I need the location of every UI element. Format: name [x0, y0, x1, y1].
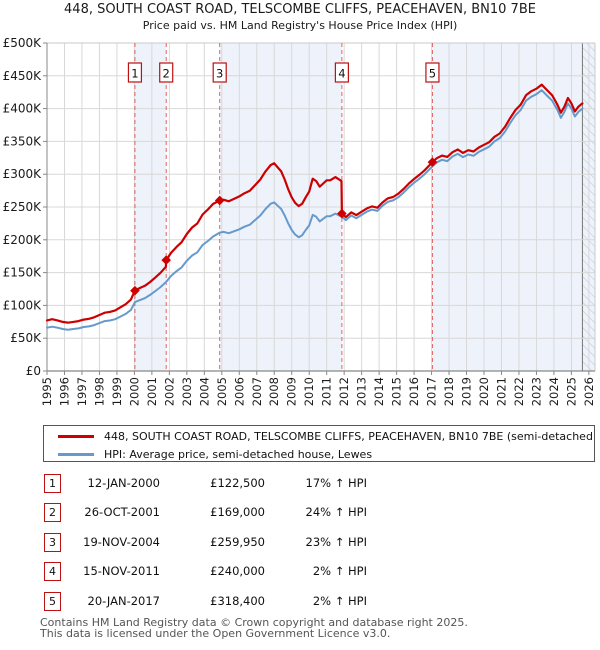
- sale-flag-box: [159, 62, 174, 83]
- x-tick-label: 2019: [460, 377, 474, 406]
- sale-date: 15-NOV-2011: [83, 564, 160, 579]
- sale-flag-number: 4: [338, 67, 345, 81]
- y-tick-label: £400K: [3, 102, 43, 116]
- x-tick-label: 2016: [407, 377, 421, 406]
- sale-marker-diamond: [130, 285, 140, 296]
- x-tick-label: 2009: [285, 377, 299, 406]
- x-tick-label: 2006: [232, 377, 246, 406]
- x-tick-label: 2026: [582, 377, 596, 406]
- x-tick-label: 2007: [250, 377, 264, 406]
- legend-swatch-price-paid: [58, 434, 94, 438]
- y-tick-label: £150K: [3, 266, 43, 280]
- hpi-line: [46, 89, 584, 331]
- y-tick-label: £100K: [3, 298, 43, 312]
- legend-label: 448, SOUTH COAST ROAD, TELSCOMBE CLIFFS,…: [104, 429, 595, 443]
- price-paid-line: [45, 83, 584, 324]
- x-tick-label: 1999: [110, 377, 124, 406]
- sale-date: 26-OCT-2001: [84, 505, 160, 520]
- sale-hpi-delta: 23% ↑ HPI: [305, 534, 367, 549]
- sale-date: 19-NOV-2004: [83, 534, 160, 549]
- y-tick-label: £500K: [3, 36, 43, 50]
- legend-label: HPI: Average price, semi-detached house,…: [104, 447, 373, 461]
- sale-row: 5 20-JAN-2017 £318,400 2% ↑ HPI: [0, 591, 600, 611]
- x-tick-label: 2010: [302, 377, 316, 406]
- x-tick-label: 2005: [215, 377, 229, 406]
- sale-number-badge: 1: [44, 474, 61, 493]
- x-tick-label: 2011: [320, 377, 334, 406]
- sale-number-badge: 5: [44, 591, 61, 611]
- x-tick-label: 1995: [40, 377, 54, 406]
- footer-line-2: This data is licensed under the Open Gov…: [40, 626, 391, 640]
- sale-number-badge: 2: [44, 503, 61, 523]
- x-tick-label: 2025: [564, 377, 578, 406]
- x-tick-label: 2003: [180, 377, 194, 406]
- x-tick-label: 2014: [372, 377, 386, 406]
- x-tick-label: 2000: [127, 377, 141, 406]
- x-tick-label: 2015: [390, 377, 404, 406]
- sale-row: 3 19-NOV-2004 £259,950 23% ↑ HPI: [0, 532, 600, 552]
- x-tick-label: 1997: [75, 377, 89, 406]
- y-tick-label: £0: [26, 364, 41, 378]
- sale-number-badge: 3: [44, 532, 61, 552]
- sale-date: 20-JAN-2017: [87, 593, 161, 608]
- sale-flag-box: [334, 62, 349, 83]
- sale-flag-number: 3: [216, 67, 223, 81]
- sale-flag-box: [212, 62, 227, 83]
- sale-hpi-delta: 2% ↑ HPI: [312, 564, 367, 579]
- x-tick-label: 2017: [425, 377, 439, 406]
- sale-row: 2 26-OCT-2001 £169,000 24% ↑ HPI: [0, 503, 600, 523]
- sale-number-badge: 4: [44, 562, 61, 582]
- sale-flag-number: 2: [163, 67, 170, 81]
- sale-price: £122,500: [210, 476, 265, 490]
- x-tick-label: 2008: [267, 377, 281, 406]
- y-tick-label: £450K: [3, 69, 43, 83]
- y-tick-label: £300K: [3, 167, 43, 181]
- x-tick-label: 2004: [197, 377, 211, 406]
- sale-flag-number: 1: [131, 67, 138, 81]
- chart-subtitle: Price paid vs. HM Land Registry's House …: [142, 19, 458, 32]
- sale-marker-diamond: [214, 195, 225, 206]
- sale-price: £318,400: [210, 593, 265, 608]
- sale-row: 1 12-JAN-2000 £122,500 17% ↑ HPI: [0, 474, 600, 493]
- sale-price: £169,000: [210, 505, 265, 520]
- y-tick-label: £350K: [3, 134, 43, 148]
- y-tick-label: £50K: [10, 331, 42, 345]
- sale-marker-diamond: [161, 255, 172, 265]
- license-footer: Contains HM Land Registry data © Crown c…: [40, 616, 468, 640]
- sale-price: £259,950: [210, 534, 265, 549]
- sale-price: £240,000: [210, 564, 265, 579]
- chart-title: 448, SOUTH COAST ROAD, TELSCOMBE CLIFFS,…: [64, 2, 536, 17]
- x-tick-label: 2020: [477, 377, 491, 406]
- sale-marker-diamond: [337, 208, 347, 219]
- x-tick-label: 2023: [529, 377, 543, 406]
- sale-flag-number: 5: [429, 67, 436, 81]
- x-tick-label: 2024: [547, 377, 561, 406]
- y-tick-label: £200K: [3, 233, 43, 247]
- x-tick-label: 1996: [57, 377, 71, 406]
- sale-hpi-delta: 17% ↑ HPI: [305, 476, 367, 490]
- sale-marker-diamond: [427, 157, 438, 167]
- sale-flag-box: [127, 62, 143, 83]
- sale-date: 12-JAN-2000: [87, 476, 161, 490]
- sale-hpi-delta: 2% ↑ HPI: [312, 593, 367, 608]
- x-tick-label: 2001: [145, 377, 159, 406]
- legend-row: HPI: Average price, semi-detached house,…: [44, 446, 594, 461]
- x-tick-label: 2022: [512, 377, 526, 406]
- sale-row: 4 15-NOV-2011 £240,000 2% ↑ HPI: [0, 562, 600, 582]
- x-tick-label: 2013: [355, 377, 369, 406]
- chart-legend: 448, SOUTH COAST ROAD, TELSCOMBE CLIFFS,…: [43, 425, 595, 462]
- sale-hpi-delta: 24% ↑ HPI: [305, 505, 367, 520]
- legend-swatch-hpi: [58, 452, 94, 456]
- footer-line-1: Contains HM Land Registry data © Crown c…: [40, 616, 468, 629]
- x-tick-label: 2018: [442, 377, 456, 406]
- legend-row: 448, SOUTH COAST ROAD, TELSCOMBE CLIFFS,…: [44, 428, 594, 444]
- x-tick-label: 2012: [337, 377, 351, 406]
- sale-flag-box: [425, 62, 440, 83]
- y-tick-label: £250K: [3, 200, 43, 214]
- price-history-chart: £0 £50K £100K £150K £200K £250K £300K £350K £400…: [3, 36, 596, 406]
- x-tick-label: 2002: [162, 377, 176, 406]
- x-tick-label: 1998: [92, 377, 106, 406]
- x-tick-label: 2021: [494, 377, 508, 406]
